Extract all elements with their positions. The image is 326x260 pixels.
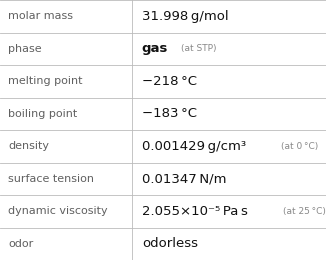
Text: 0.01347 N/m: 0.01347 N/m — [142, 172, 226, 185]
Text: odor: odor — [8, 239, 33, 249]
Text: molar mass: molar mass — [8, 11, 73, 21]
Text: 2.055×10⁻⁵ Pa s: 2.055×10⁻⁵ Pa s — [142, 205, 248, 218]
Text: (at 0 °C): (at 0 °C) — [281, 142, 318, 151]
Text: (at STP): (at STP) — [181, 44, 216, 53]
Text: phase: phase — [8, 44, 42, 54]
Text: 0.001429 g/cm³: 0.001429 g/cm³ — [142, 140, 246, 153]
Text: 31.998 g/mol: 31.998 g/mol — [142, 10, 229, 23]
Text: (at 25 °C): (at 25 °C) — [283, 207, 326, 216]
Text: density: density — [8, 141, 49, 151]
Text: odorless: odorless — [142, 237, 198, 250]
Text: −183 °C: −183 °C — [142, 107, 197, 120]
Text: surface tension: surface tension — [8, 174, 94, 184]
Text: gas: gas — [142, 42, 168, 55]
Text: dynamic viscosity: dynamic viscosity — [8, 206, 108, 216]
Text: boiling point: boiling point — [8, 109, 77, 119]
Text: −218 °C: −218 °C — [142, 75, 197, 88]
Text: melting point: melting point — [8, 76, 83, 86]
